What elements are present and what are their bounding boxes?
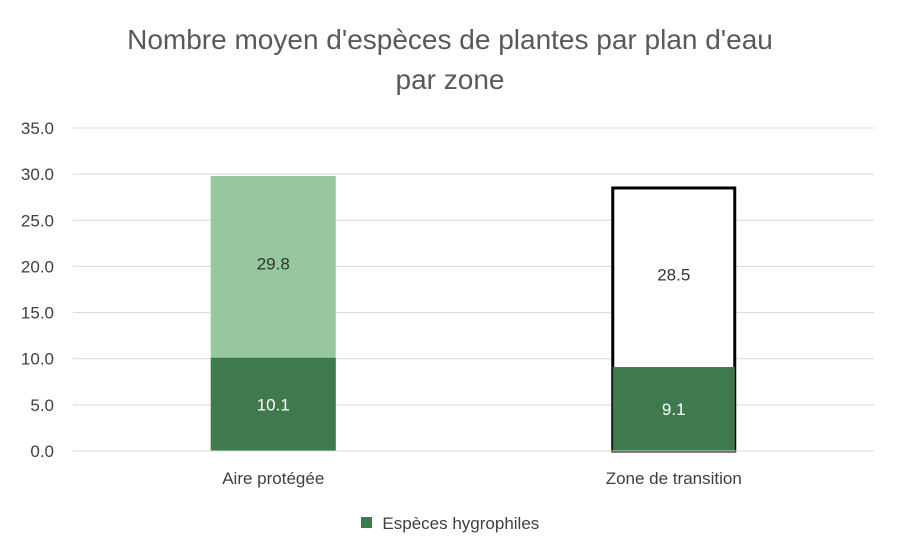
y-tick-label: 5.0 (30, 396, 54, 415)
data-label: 10.1 (257, 395, 290, 414)
y-tick-label: 15.0 (21, 304, 54, 323)
y-tick-label: 35.0 (21, 119, 54, 138)
y-tick-label: 10.0 (21, 350, 54, 369)
y-tick-label: 20.0 (21, 257, 54, 276)
chart-title: Nombre moyen d'espèces de plantes par pl… (0, 20, 900, 100)
data-label: 9.1 (662, 400, 686, 419)
y-tick-label: 25.0 (21, 211, 54, 230)
y-tick-label: 30.0 (21, 165, 54, 184)
legend-swatch (360, 517, 372, 529)
bar-segment (612, 367, 735, 451)
chart-title-line-1: Nombre moyen d'espèces de plantes par pl… (127, 24, 773, 55)
legend-label: Espèces hygrophiles (382, 514, 540, 533)
bar-segment (210, 357, 336, 451)
data-label: 28.5 (657, 265, 690, 284)
legend: Espèces hygrophiles (0, 514, 900, 534)
x-tick-label: Zone de transition (606, 469, 742, 488)
x-tick-label: Aire protégée (222, 469, 324, 488)
y-tick-label: 0.0 (30, 442, 54, 461)
data-label: 29.8 (257, 255, 290, 274)
chart-title-line-2: par zone (395, 64, 505, 95)
